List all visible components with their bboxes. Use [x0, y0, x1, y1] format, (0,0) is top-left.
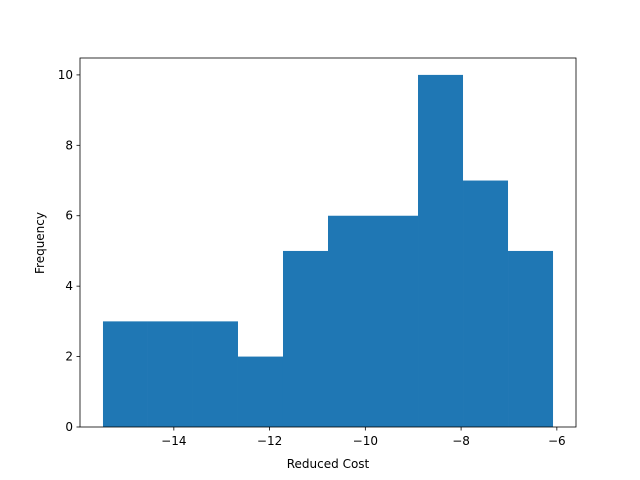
- x-axis-label: Reduced Cost: [287, 457, 370, 471]
- y-tick-label: 6: [65, 209, 73, 223]
- x-tick-label: −8: [452, 434, 470, 448]
- x-tick-label: −14: [161, 434, 186, 448]
- bar: [418, 74, 464, 428]
- y-axis-label: Frequency: [33, 212, 47, 274]
- bar: [373, 215, 419, 427]
- bar: [192, 321, 238, 427]
- bar: [328, 215, 374, 427]
- y-tick-label: 0: [65, 420, 73, 434]
- bar: [237, 356, 283, 427]
- x-tick-label: −6: [548, 434, 566, 448]
- bar: [463, 180, 509, 427]
- y-tick-label: 10: [58, 68, 73, 82]
- bar: [508, 250, 554, 427]
- bar: [102, 321, 148, 427]
- bar: [282, 250, 328, 427]
- bar: [147, 321, 193, 427]
- x-tick-label: −12: [257, 434, 282, 448]
- x-tick-label: −10: [353, 434, 378, 448]
- y-tick-label: 8: [65, 138, 73, 152]
- y-tick-label: 4: [65, 279, 73, 293]
- y-tick-label: 2: [65, 350, 73, 364]
- plot-frame: [79, 57, 577, 428]
